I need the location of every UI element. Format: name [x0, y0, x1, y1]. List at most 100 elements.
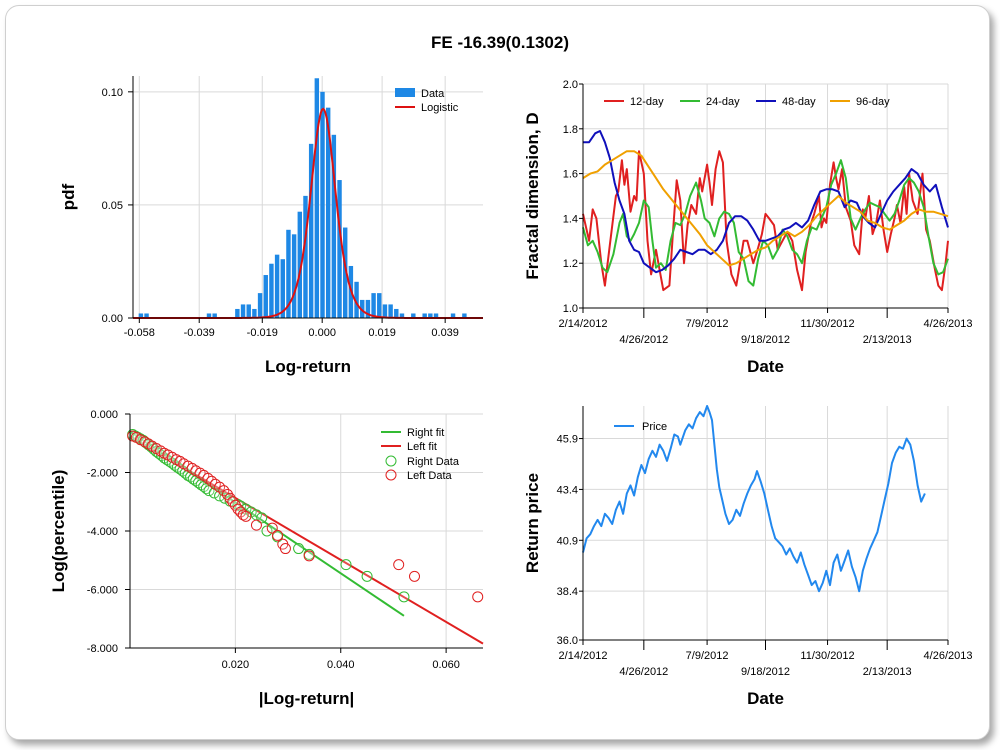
legend-data-swatch — [395, 88, 415, 97]
histogram-bar — [337, 180, 342, 318]
fractal-x-tick-label: 4/26/2012 — [619, 334, 668, 346]
histogram-y-tick-label: 0.10 — [102, 87, 123, 99]
tail-x-tick-label: 0.040 — [327, 659, 355, 671]
price-x-tick-label: 11/30/2012 — [800, 650, 854, 662]
right-data-point — [361, 570, 373, 582]
tail-x-label: |Log-return| — [259, 689, 354, 708]
fractal-y-label: Fractal dimension, D — [523, 112, 542, 279]
price-y-label: Return price — [523, 473, 542, 573]
fractal-panel: 1.0 1.2 1.4 1.6 1.8 2.0 2/14/2012 4/26/2012 7/9/… — [523, 79, 972, 376]
price-y-tick-label: 40.9 — [557, 535, 578, 547]
histogram-bar — [144, 313, 149, 318]
histogram-bar — [138, 313, 144, 318]
right-data-point — [256, 512, 268, 524]
fractal-series-line — [582, 150, 949, 267]
left-data-point — [250, 519, 262, 531]
price-x-tick-label: 9/18/2012 — [741, 666, 790, 678]
histogram-x-tick-label: -0.019 — [247, 327, 278, 339]
histogram-bar — [303, 195, 308, 318]
legend-right-data-swatch — [385, 455, 397, 467]
legend-data-label: Data — [421, 88, 445, 100]
histogram-bar — [394, 308, 399, 318]
histogram-bar — [314, 78, 320, 318]
tail-y-tick-label: -2.000 — [87, 468, 118, 480]
histogram-x-tick-label: 0.000 — [308, 327, 336, 339]
histogram-bar — [354, 281, 359, 318]
histogram-x-tick-label: 0.039 — [431, 327, 459, 339]
tail-y-tick-label: -4.000 — [87, 526, 118, 538]
histogram-bar — [252, 308, 257, 318]
fractal-x-tick-label: 2/13/2013 — [863, 334, 912, 346]
histogram-y-tick-label: 0.05 — [102, 200, 123, 212]
price-series-line — [582, 405, 926, 593]
price-x-tick-label: 4/26/2013 — [924, 650, 973, 662]
histogram-bar — [235, 308, 240, 318]
histogram-bar — [263, 275, 268, 318]
legend-left-fit-label: Left fit — [407, 441, 437, 453]
histogram-bar — [433, 313, 439, 318]
fractal-y-tick-label: 1.6 — [563, 169, 578, 181]
legend-right-data-label: Right Data — [407, 456, 460, 468]
histogram-bar — [280, 259, 285, 318]
histogram-x-tick-label: 0.019 — [368, 327, 396, 339]
histogram-bar — [286, 229, 291, 318]
histogram-y-tick-label: 0.00 — [102, 313, 123, 325]
histogram-bar — [371, 293, 376, 318]
price-y-tick-label: 43.4 — [557, 484, 578, 496]
right-data-point — [398, 591, 410, 603]
tail-panel: 0.020 0.040 0.060 0.000 -2.000 -4.000 -6.000 -8… — [49, 409, 484, 708]
histogram-bar — [382, 304, 388, 318]
left-data-point — [393, 559, 405, 571]
histogram-bar — [320, 91, 325, 318]
fractal-legend-label: 24-day — [706, 96, 740, 108]
tail-y-tick-label: -6.000 — [87, 585, 118, 597]
fractal-y-tick-label: 1.8 — [563, 124, 578, 136]
histogram-x-tick-label: -0.058 — [124, 327, 155, 339]
price-panel: 36.0 38.4 40.9 43.4 45.9 2/14/2012 4/26/2012 7/… — [523, 405, 973, 708]
fractal-x-tick-label: 9/18/2012 — [741, 334, 790, 346]
left-data-point — [409, 570, 421, 582]
histogram-bar — [411, 313, 416, 318]
histogram-bar — [360, 299, 365, 318]
fractal-series-line — [582, 150, 949, 292]
histogram-bar — [462, 313, 467, 318]
histogram-bar — [331, 134, 337, 318]
legend-logistic-label: Logistic — [421, 102, 459, 114]
left-data-point — [240, 510, 252, 522]
tail-y-tick-label: 0.000 — [90, 409, 118, 421]
histogram-bar — [308, 143, 314, 318]
fractal-legend-label: 48-day — [782, 96, 816, 108]
histogram-y-label: pdf — [59, 183, 78, 210]
left-data-point — [279, 543, 291, 555]
fractal-y-tick-label: 1.0 — [563, 303, 578, 315]
histogram-bar — [269, 263, 274, 318]
tail-y-label: Log(percentile) — [49, 470, 68, 593]
left-data-point — [303, 550, 315, 562]
fractal-series-line — [583, 130, 949, 274]
right-data-point — [261, 525, 273, 537]
histogram-bar — [206, 313, 212, 318]
histogram-bar — [246, 304, 251, 318]
histogram-bar — [257, 293, 263, 318]
histogram-bar — [428, 313, 433, 318]
fractal-x-tick-label: 7/9/2012 — [686, 318, 729, 330]
tail-x-tick-label: 0.020 — [222, 659, 250, 671]
price-x-tick-label: 2/14/2012 — [559, 650, 608, 662]
histogram-bar — [325, 107, 331, 319]
price-x-tick-label: 7/9/2012 — [686, 650, 729, 662]
fractal-x-tick-label: 11/30/2012 — [800, 318, 854, 330]
price-x-label: Date — [747, 689, 784, 708]
legend-right-fit-label: Right fit — [407, 427, 444, 439]
tail-x-tick-label: 0.060 — [432, 659, 460, 671]
price-legend-label: Price — [642, 421, 667, 433]
histogram-bar — [399, 313, 405, 318]
fractal-x-tick-label: 4/26/2013 — [924, 318, 973, 330]
price-y-tick-label: 36.0 — [557, 635, 578, 647]
price-y-tick-label: 38.4 — [557, 586, 578, 598]
legend-left-data-label: Left Data — [407, 470, 453, 482]
fractal-legend-label: 96-day — [856, 96, 890, 108]
fractal-y-tick-label: 1.2 — [563, 258, 578, 270]
histogram-bar — [450, 313, 456, 318]
fractal-y-tick-label: 2.0 — [563, 79, 578, 91]
